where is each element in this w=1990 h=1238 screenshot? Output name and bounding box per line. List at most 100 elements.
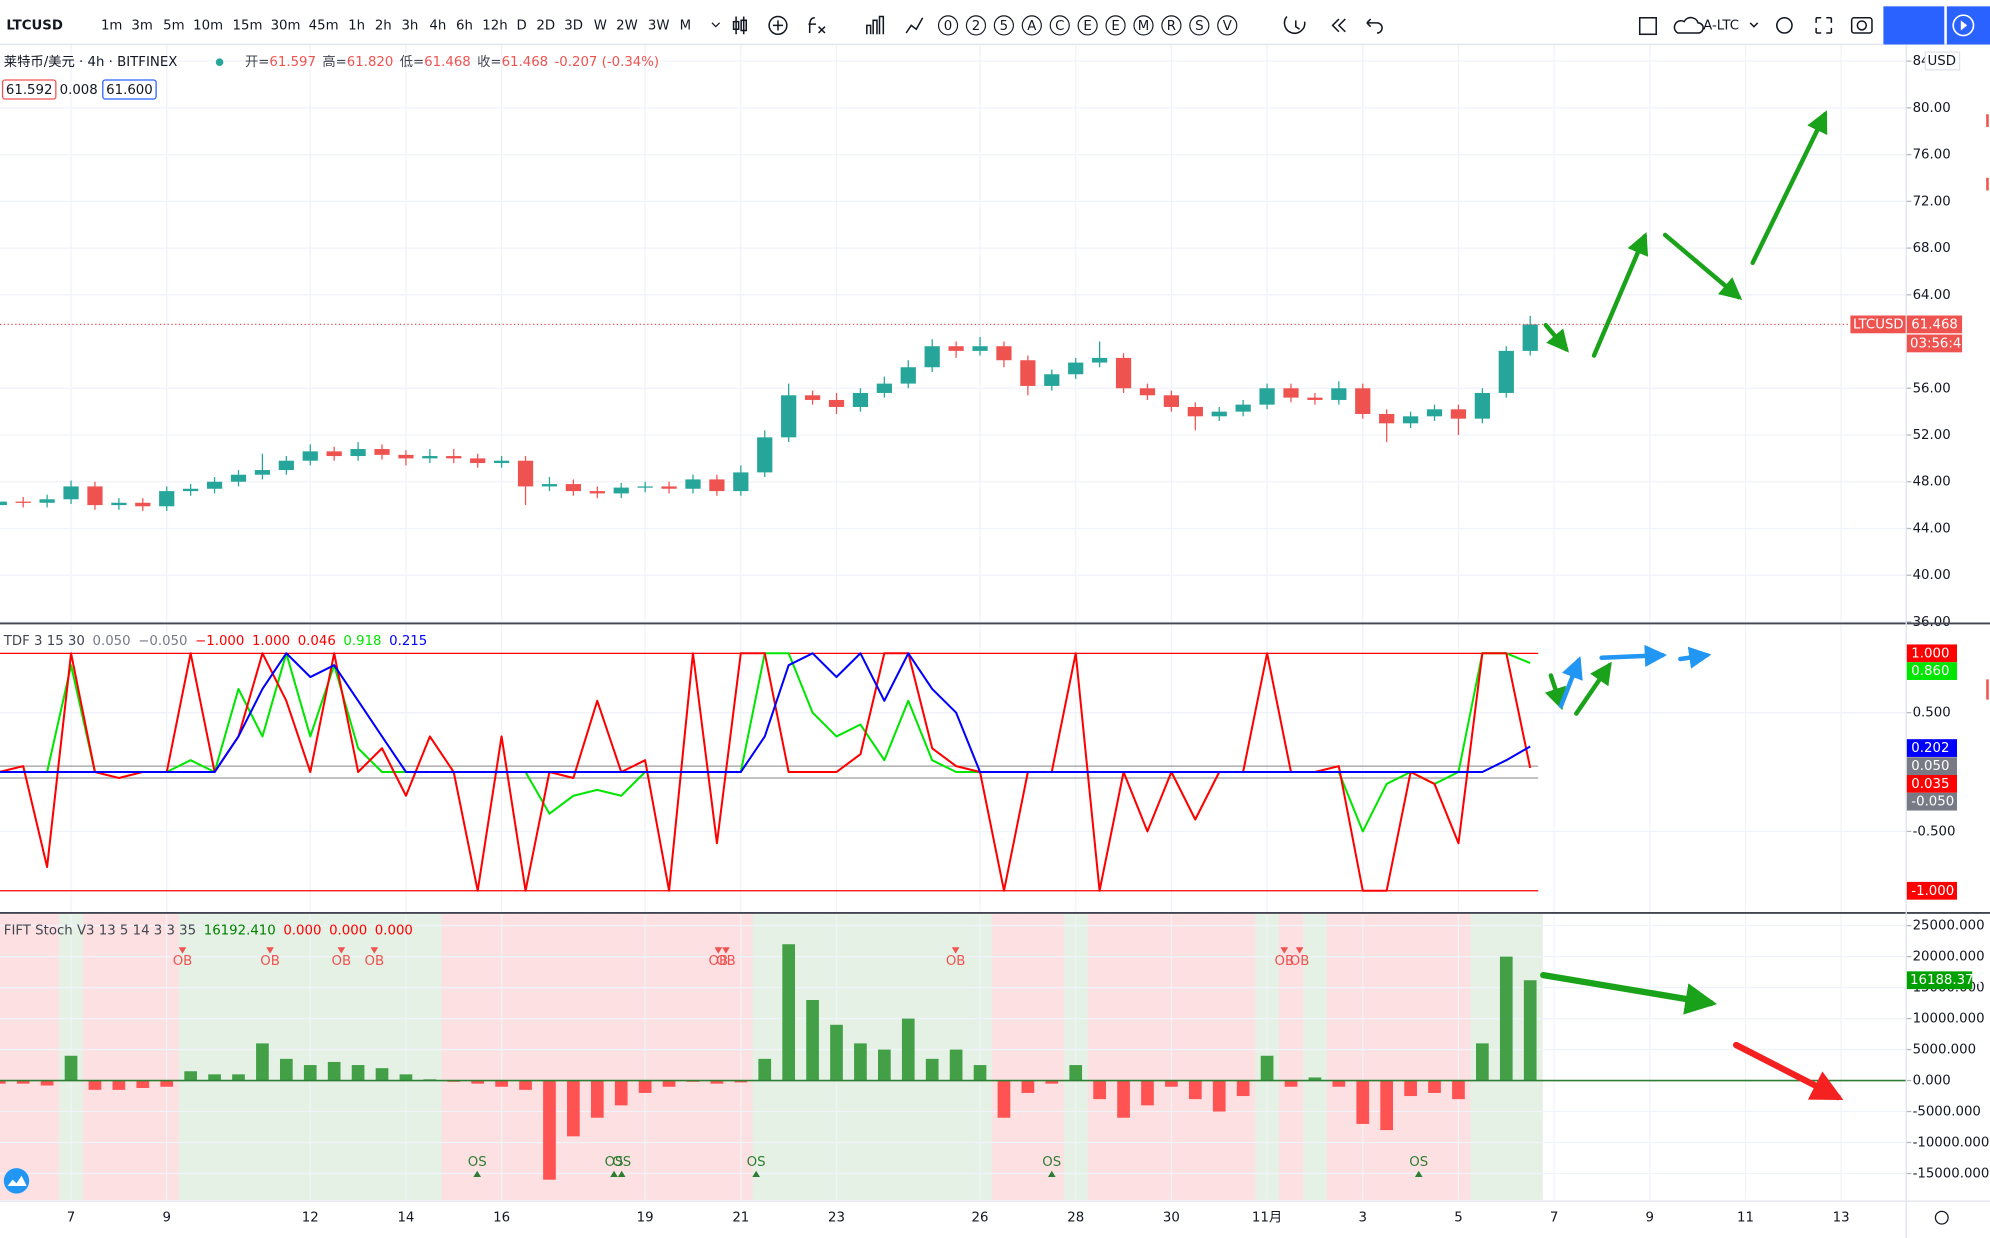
interval-button[interactable]: 3D <box>564 18 583 33</box>
histogram-bar <box>1045 1080 1059 1084</box>
price-tag <box>1906 315 1963 334</box>
zone <box>991 914 1017 1200</box>
play-circle <box>1952 14 1975 37</box>
arrow <box>1544 673 1566 711</box>
interval-button[interactable]: 3m <box>131 18 152 33</box>
expand-icon[interactable] <box>1815 17 1833 34</box>
zone <box>681 914 706 1200</box>
histogram-bar <box>40 1080 54 1086</box>
axis-value-label: -0.050 <box>1911 795 1954 810</box>
study-button[interactable] <box>1077 15 1098 36</box>
template-icon[interactable] <box>905 17 924 34</box>
study-button[interactable] <box>937 15 959 36</box>
zone <box>1231 914 1256 1200</box>
replay-icon[interactable] <box>1331 18 1346 33</box>
indicator-icon[interactable] <box>808 17 826 34</box>
axis-settings-icon[interactable] <box>1934 1210 1949 1225</box>
interval-button[interactable]: 45m <box>309 18 339 33</box>
interval-button[interactable]: M <box>680 18 691 33</box>
interval-button[interactable]: 2D <box>536 18 555 33</box>
y-tick-label: -5000.000 <box>1913 1105 1981 1120</box>
histogram-bar <box>471 1080 485 1084</box>
candle-body <box>1402 416 1419 424</box>
interval-button[interactable]: 1h <box>348 18 365 33</box>
undo-icon[interactable] <box>1366 18 1383 34</box>
study-button[interactable] <box>1189 15 1210 36</box>
ob-label: OB <box>716 954 736 969</box>
x-tick-label: 9 <box>1646 1211 1654 1226</box>
histogram-bar <box>1141 1080 1154 1106</box>
candle-body <box>757 437 773 473</box>
interval-button[interactable]: 4h <box>429 18 446 33</box>
histogram-bar <box>1021 1080 1035 1093</box>
candle-body <box>350 449 366 457</box>
histogram-bar <box>303 1065 317 1081</box>
interval-button[interactable]: 6h <box>456 18 473 33</box>
interval-button[interactable]: D <box>516 18 526 33</box>
study-button[interactable] <box>1217 15 1238 36</box>
y-tick-label: -10000.000 <box>1913 1136 1990 1151</box>
interval-button[interactable]: 3h <box>401 18 418 33</box>
study-button[interactable] <box>993 15 1014 36</box>
ob-label: OB <box>709 954 729 969</box>
interval-button[interactable]: 1m <box>101 18 122 33</box>
os-label: OS <box>1042 1155 1061 1170</box>
y-tick-label: 76.00 <box>1913 148 1951 163</box>
settings-icon[interactable] <box>1776 17 1793 34</box>
dropdown-arrow[interactable] <box>1749 22 1759 28</box>
zone <box>322 914 347 1200</box>
y-tick-label: 40.00 <box>1913 568 1951 583</box>
chart-type-icon[interactable] <box>732 16 748 35</box>
candle-body <box>206 481 223 489</box>
y-tick-label: 36.00 <box>1913 615 1951 630</box>
ohlc-label: 高= <box>322 53 346 70</box>
histogram-bar <box>758 1058 772 1081</box>
symbol[interactable]: LTCUSD <box>6 18 63 33</box>
publish-button[interactable] <box>1883 6 1945 45</box>
study-button[interactable] <box>965 15 987 36</box>
study-button-label: 2 <box>972 19 980 34</box>
histogram-bar <box>1212 1080 1226 1112</box>
study-button[interactable] <box>1049 15 1070 36</box>
interval-button[interactable]: 5m <box>163 18 184 33</box>
axis-value-label: 0.860 <box>1911 664 1949 679</box>
fullscreen-box[interactable] <box>1638 17 1657 36</box>
zone <box>585 914 610 1200</box>
arrow <box>1543 322 1569 353</box>
interval-button[interactable]: 15m <box>233 18 263 33</box>
interval-button[interactable]: 10m <box>193 18 223 33</box>
cloud-icon[interactable] <box>1673 16 1704 34</box>
histogram-bar <box>375 1068 389 1081</box>
template-name[interactable]: A-LTC <box>1703 18 1739 33</box>
alert-icon[interactable] <box>1283 16 1306 35</box>
study-value: 16192.410 <box>204 924 276 939</box>
candle-body <box>446 456 462 459</box>
indicator-line <box>0 652 1532 892</box>
interval-dropdown[interactable] <box>711 22 721 28</box>
financials-icon[interactable] <box>866 15 885 35</box>
interval-button[interactable]: 3W <box>648 18 670 33</box>
zone <box>704 914 730 1200</box>
study-button[interactable] <box>1161 15 1182 36</box>
interval-button[interactable]: 2W <box>616 18 638 33</box>
compare-icon[interactable] <box>768 15 788 36</box>
zone <box>1207 914 1232 1200</box>
study-button[interactable] <box>1021 15 1042 36</box>
x-tick-label: 3 <box>1359 1211 1367 1226</box>
axis-value-tag <box>1906 775 1958 793</box>
candle-body <box>422 456 438 459</box>
candle-body <box>1379 413 1395 424</box>
snapshot-lens <box>1856 20 1868 31</box>
play-button[interactable] <box>1946 6 1990 45</box>
ob-marker <box>1295 947 1304 954</box>
study-button[interactable] <box>1133 15 1154 36</box>
study-button[interactable] <box>1105 15 1126 36</box>
os-marker <box>610 1170 618 1178</box>
snapshot-icon[interactable] <box>1850 17 1873 34</box>
interval-button[interactable]: 12h <box>482 18 507 33</box>
zone <box>1398 914 1424 1200</box>
interval-button[interactable]: 2h <box>375 18 392 33</box>
interval-button[interactable]: 30m <box>271 18 301 33</box>
histogram-bar <box>1069 1065 1083 1081</box>
interval-button[interactable]: W <box>594 18 607 33</box>
